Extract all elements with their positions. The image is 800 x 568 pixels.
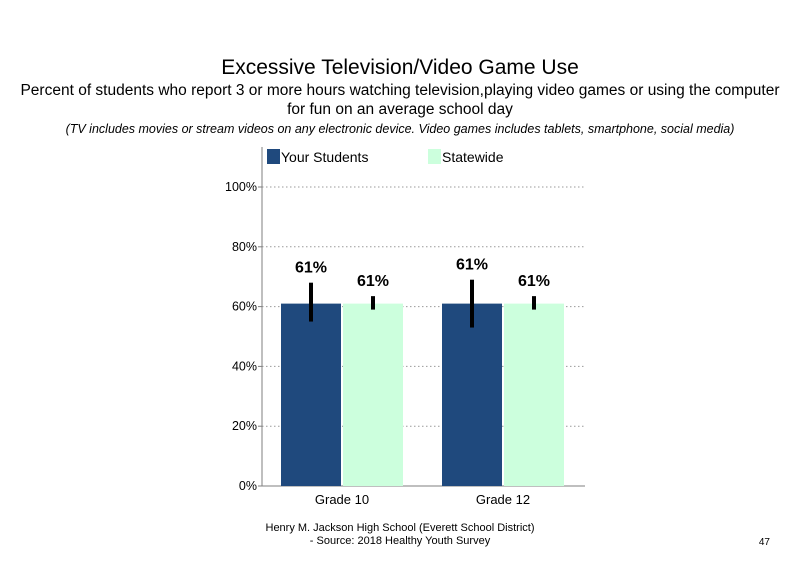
chart-subtitle: Percent of students who report 3 or more…: [20, 82, 780, 118]
y-tick-label: 20%: [232, 419, 257, 433]
value-label: 61%: [456, 257, 488, 274]
footer: Henry M. Jackson High School (Everett Sc…: [230, 522, 570, 548]
chart-title: Excessive Television/Video Game Use: [221, 56, 579, 79]
footer-source: - Source: 2018 Healthy Youth Survey: [309, 535, 491, 547]
chart-note: (TV includes movies or stream videos on …: [65, 122, 735, 136]
value-label: 61%: [357, 273, 389, 290]
footer-school: Henry M. Jackson High School (Everett Sc…: [265, 522, 535, 534]
bar-statewide-grade-12: [504, 303, 564, 486]
legend-swatch: [428, 149, 441, 164]
page-number: 47: [758, 537, 770, 548]
legend-label: Your Students: [281, 149, 368, 165]
y-tick-label: 80%: [232, 240, 257, 254]
legend-swatch: [267, 149, 280, 164]
x-tick-label: Grade 12: [476, 492, 530, 507]
y-tick-label: 40%: [232, 359, 257, 373]
bar-statewide-grade-10: [343, 303, 403, 486]
y-tick-label: 0%: [239, 479, 257, 493]
legend-label: Statewide: [442, 149, 504, 165]
y-tick-label: 100%: [225, 180, 257, 194]
y-tick-label: 60%: [232, 300, 257, 314]
value-label: 61%: [295, 260, 327, 277]
bar-your-students-grade-10: [281, 303, 341, 486]
bar-your-students-grade-12: [442, 303, 502, 486]
x-tick-label: Grade 10: [315, 492, 369, 507]
value-label: 61%: [518, 273, 550, 290]
